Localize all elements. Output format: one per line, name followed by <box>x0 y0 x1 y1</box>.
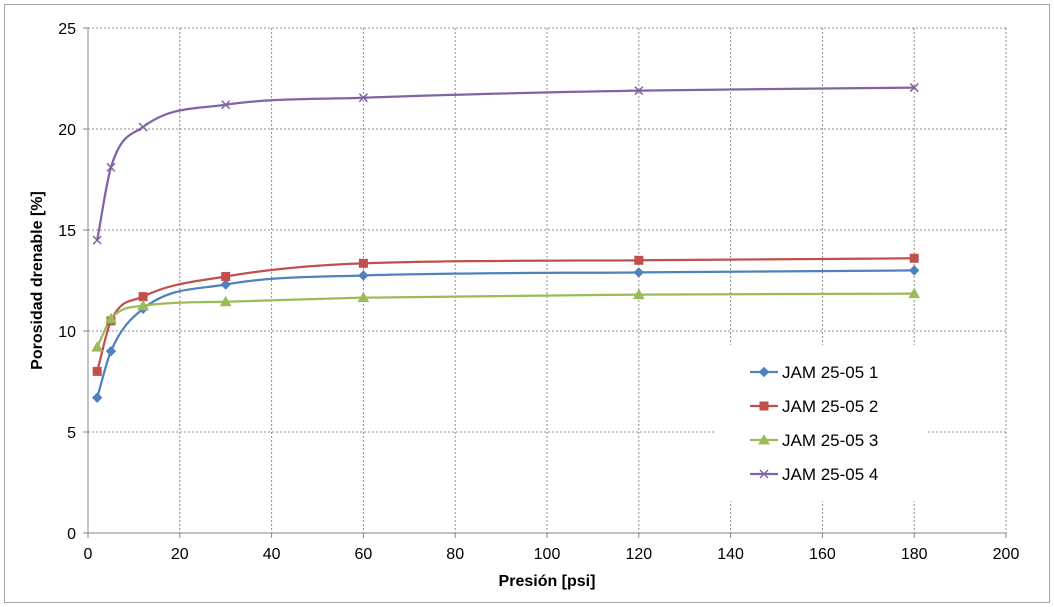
data-point-series-1 <box>105 345 117 357</box>
y-tick-label: 25 <box>58 21 76 38</box>
legend: JAM 25-05 1 JAM 25-05 2 JAM 25-05 3 JAM 25-… <box>716 345 928 501</box>
data-point-series-2 <box>92 366 102 376</box>
x-tick-label: 140 <box>717 546 744 563</box>
series-markers <box>91 83 921 403</box>
data-point-series-1 <box>908 265 920 276</box>
x-tick-label: 0 <box>84 546 93 563</box>
legend-marker-1 <box>758 366 770 378</box>
data-point-series-2 <box>634 255 644 265</box>
legend-marker-4 <box>759 469 769 479</box>
legend-label-2: JAM 25-05 2 <box>782 397 878 416</box>
x-tick-label: 20 <box>171 546 189 563</box>
data-point-series-4 <box>221 100 231 110</box>
data-point-series-4 <box>106 162 116 172</box>
series-lines <box>96 86 916 399</box>
data-point-series-3 <box>137 299 149 311</box>
data-point-series-4 <box>92 235 102 245</box>
data-point-series-1 <box>220 279 231 290</box>
legend-label-1: JAM 25-05 1 <box>782 363 878 382</box>
data-point-series-2 <box>138 292 148 302</box>
y-axis-title: Porosidad drenable [%] <box>29 191 46 370</box>
data-point-series-4 <box>634 86 644 96</box>
y-tick-label: 0 <box>67 526 76 543</box>
series-line-1 <box>96 269 916 399</box>
data-point-series-3 <box>908 287 921 299</box>
x-tick-label: 160 <box>809 546 836 563</box>
y-axis-ticks: 0 5 10 15 20 25 <box>58 21 88 543</box>
y-tick-label: 10 <box>58 324 76 341</box>
data-point-series-4 <box>358 93 368 103</box>
data-point-series-4 <box>909 83 919 93</box>
data-point-series-3 <box>219 295 232 307</box>
x-tick-label: 60 <box>355 546 373 563</box>
series-line-4 <box>96 86 916 242</box>
y-tick-label: 15 <box>58 223 76 240</box>
data-point-series-2 <box>358 258 368 268</box>
series-line-3 <box>96 292 916 349</box>
legend-label-4: JAM 25-05 4 <box>782 465 878 484</box>
legend-marker-2 <box>759 401 769 411</box>
x-tick-label: 100 <box>534 546 561 563</box>
gridlines <box>88 27 1007 533</box>
x-tick-label: 120 <box>625 546 652 563</box>
data-point-series-3 <box>357 291 370 303</box>
data-point-series-1 <box>358 270 369 281</box>
x-axis-title: Presión [psi] <box>499 573 596 590</box>
x-tick-label: 40 <box>263 546 281 563</box>
legend-label-3: JAM 25-05 3 <box>782 431 878 450</box>
x-tick-label: 200 <box>993 546 1020 563</box>
data-point-series-1 <box>91 392 103 403</box>
data-point-series-3 <box>91 341 104 352</box>
x-tick-label: 80 <box>446 546 464 563</box>
legend-marker-3 <box>758 433 770 445</box>
y-tick-label: 5 <box>67 425 76 442</box>
y-tick-label: 20 <box>58 122 76 139</box>
series-line-2 <box>96 257 916 373</box>
data-point-series-2 <box>909 253 919 263</box>
x-axis-ticks: 0 20 40 60 80 100 120 140 160 180 200 <box>84 533 1020 563</box>
data-point-series-4 <box>138 122 148 132</box>
data-point-series-3 <box>105 312 117 324</box>
data-point-series-2 <box>221 271 231 281</box>
x-tick-label: 180 <box>901 546 928 563</box>
data-point-series-1 <box>633 267 645 278</box>
data-point-series-3 <box>632 288 645 300</box>
